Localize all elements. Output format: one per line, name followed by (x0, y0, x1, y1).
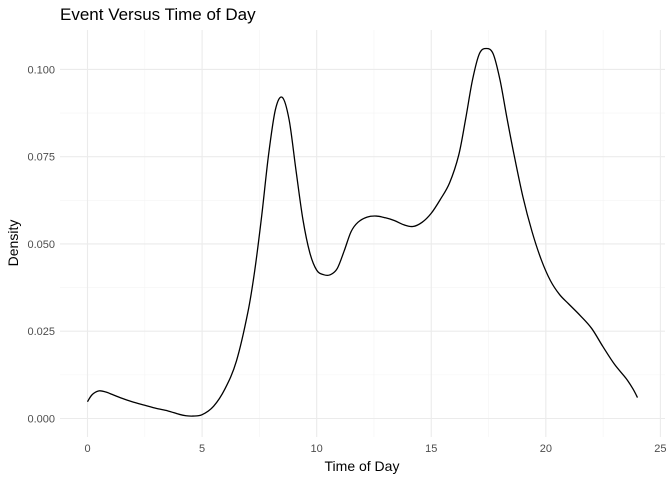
x-tick-labels: 0 5 10 15 20 25 (84, 443, 666, 455)
density-line (86, 47, 639, 417)
y-tick-label: 0.075 (27, 152, 55, 164)
y-tick-label: 0.100 (27, 64, 55, 76)
minor-gridlines (60, 30, 665, 437)
chart-title: Event Versus Time of Day (60, 5, 256, 24)
y-tick-labels: 0.000 0.025 0.050 0.075 0.100 (27, 64, 55, 425)
major-gridlines (60, 30, 665, 437)
x-tick-label: 15 (425, 443, 437, 455)
x-tick-label: 10 (311, 443, 323, 455)
x-tick-label: 0 (84, 443, 90, 455)
y-axis-title: Density (5, 220, 21, 267)
x-tick-label: 20 (540, 443, 552, 455)
x-axis-title: Time of Day (325, 458, 400, 474)
y-tick-label: 0.050 (27, 239, 55, 251)
x-tick-label: 25 (654, 443, 666, 455)
y-tick-label: 0.025 (27, 326, 55, 338)
y-tick-label: 0.000 (27, 414, 55, 426)
x-tick-label: 5 (199, 443, 205, 455)
